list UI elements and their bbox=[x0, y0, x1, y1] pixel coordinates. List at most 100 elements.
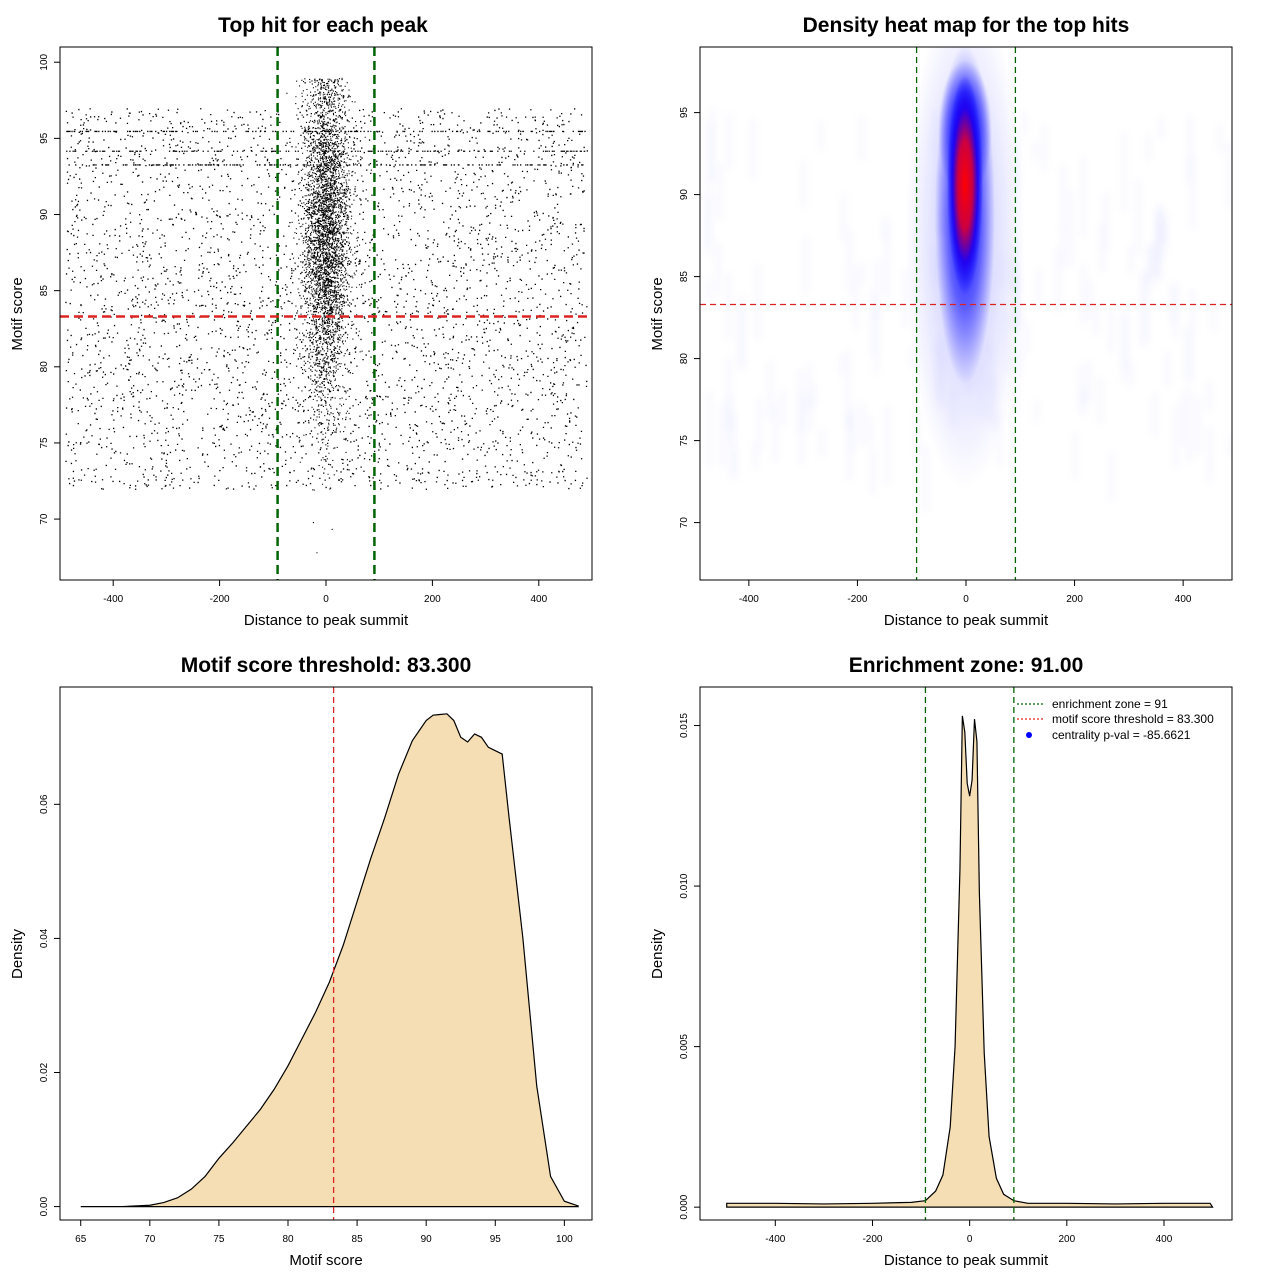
heatmap-x-label: Distance to peak summit bbox=[884, 612, 1049, 629]
heatmap-texture-stroke bbox=[1080, 364, 1083, 410]
x-tick-label: 70 bbox=[144, 1234, 156, 1245]
heatmap-texture-stroke bbox=[768, 360, 772, 420]
heatmap-texture-stroke bbox=[1218, 124, 1222, 154]
score-density-x-ticks: 65 70 75 80 85 90 95 100 bbox=[75, 1220, 573, 1245]
y-tick-label: 85 bbox=[39, 285, 50, 297]
heatmap-texture-stroke bbox=[859, 116, 863, 162]
x-tick-label: 0 bbox=[967, 1234, 973, 1245]
enrichment-plot-frame bbox=[699, 686, 1233, 1221]
score-density-title: Motif score threshold: 83.300 bbox=[181, 654, 472, 677]
enrichment-y-ticks: 0.000 0.005 0.010 0.015 bbox=[679, 713, 700, 1220]
panel-scatter: Top hit for each peak -400 -200 0 200 400 70… bbox=[9, 14, 593, 629]
heatmap-texture-stroke bbox=[1165, 352, 1169, 387]
heatmap-texture-stroke bbox=[1186, 326, 1189, 379]
heatmap-texture-stroke bbox=[1025, 321, 1029, 355]
heatmap-texture-stroke bbox=[803, 236, 807, 294]
heatmap-texture-stroke bbox=[841, 194, 845, 242]
panel-heatmap: Density heat map for the top hits -400 -2… bbox=[649, 14, 1233, 629]
heatmap-texture-stroke bbox=[1190, 289, 1194, 333]
x-tick-label: 0 bbox=[963, 594, 969, 605]
heatmap-texture-stroke bbox=[1174, 405, 1178, 468]
heatmap-texture-stroke bbox=[1099, 377, 1102, 425]
heatmap-texture-stroke bbox=[850, 405, 853, 454]
heatmap-texture-stroke bbox=[1056, 248, 1060, 314]
heatmap-texture-stroke bbox=[885, 222, 889, 298]
y-tick-label: 0.04 bbox=[39, 928, 50, 948]
scatter-plot-frame bbox=[59, 46, 593, 581]
legend-enrichment-label: enrichment zone = 91 bbox=[1052, 697, 1168, 711]
y-tick-label: 75 bbox=[679, 435, 690, 447]
heatmap-texture-stroke bbox=[1081, 263, 1085, 326]
heatmap-texture-stroke bbox=[1129, 362, 1132, 387]
heatmap-texture-stroke bbox=[1061, 165, 1065, 232]
heatmap-texture-stroke bbox=[1023, 112, 1027, 135]
y-tick-label: 90 bbox=[39, 209, 50, 221]
heatmap-texture-stroke bbox=[904, 269, 908, 329]
heatmap-texture-stroke bbox=[1033, 140, 1037, 161]
heatmap-texture-stroke bbox=[799, 369, 802, 433]
heatmap-texture-stroke bbox=[1042, 124, 1046, 171]
heatmap-texture-stroke bbox=[781, 389, 785, 427]
heatmap-texture-stroke bbox=[1073, 433, 1077, 480]
heatmap-texture-stroke bbox=[716, 241, 720, 296]
enrichment-title: Enrichment zone: 91.00 bbox=[849, 654, 1084, 677]
heatmap-texture-stroke bbox=[1081, 156, 1085, 237]
heatmap-texture-stroke bbox=[1190, 155, 1194, 231]
heatmap-texture-stroke bbox=[1129, 245, 1133, 274]
heatmap-texture-stroke bbox=[860, 262, 864, 284]
enrichment-x-label: Distance to peak summit bbox=[884, 1252, 1049, 1269]
x-tick-label: 0 bbox=[323, 594, 329, 605]
heatmap-texture-stroke bbox=[1174, 282, 1178, 340]
heatmap-texture-stroke bbox=[1187, 388, 1191, 463]
x-tick-label: -400 bbox=[103, 594, 123, 605]
heatmap-texture-stroke bbox=[1061, 226, 1065, 267]
heatmap-texture-stroke bbox=[1104, 192, 1108, 253]
y-tick-label: 70 bbox=[679, 517, 690, 529]
heatmap-texture-stroke bbox=[1122, 313, 1126, 382]
heatmap-texture-stroke bbox=[1136, 179, 1140, 255]
score-density-curve bbox=[80, 713, 579, 1208]
heatmap-texture-stroke bbox=[820, 429, 823, 458]
y-tick-label: 80 bbox=[39, 361, 50, 373]
heatmap-texture-stroke bbox=[706, 196, 710, 249]
y-tick-label: 0.02 bbox=[39, 1062, 50, 1082]
x-tick-label: -200 bbox=[862, 1234, 882, 1245]
heatmap-texture-stroke bbox=[758, 396, 762, 451]
heatmap-texture-stroke bbox=[1014, 353, 1018, 415]
y-tick-label: 0.005 bbox=[679, 1034, 690, 1059]
x-tick-label: 400 bbox=[1156, 1234, 1173, 1245]
heatmap-texture-stroke bbox=[1094, 305, 1098, 336]
heatmap-texture-stroke bbox=[1036, 269, 1040, 304]
heatmap-texture-stroke bbox=[1182, 393, 1186, 444]
heatmap-texture-stroke bbox=[1086, 360, 1090, 405]
heatmap-texture-stroke bbox=[720, 402, 724, 468]
y-tick-label: 100 bbox=[39, 53, 50, 70]
heatmap-texture-stroke bbox=[885, 405, 889, 486]
heatmap-texture-stroke bbox=[801, 160, 805, 208]
enrichment-density-curve bbox=[726, 715, 1214, 1208]
heatmap-texture-stroke bbox=[1149, 243, 1153, 289]
x-tick-label: 200 bbox=[1058, 1234, 1075, 1245]
y-tick-label: 95 bbox=[679, 107, 690, 119]
heatmap-x-ticks: -400 -200 0 200 400 bbox=[739, 580, 1192, 605]
x-tick-label: 80 bbox=[282, 1234, 294, 1245]
heatmap-texture-stroke bbox=[1122, 133, 1126, 212]
heatmap-texture-stroke bbox=[1153, 393, 1157, 437]
x-tick-label: 85 bbox=[352, 1234, 364, 1245]
heatmap-texture-stroke bbox=[854, 269, 858, 330]
scatter-y-ticks: 70 75 80 85 90 95 100 bbox=[39, 53, 60, 525]
score-density-y-label: Density bbox=[9, 928, 26, 979]
y-tick-label: 85 bbox=[679, 271, 690, 283]
heatmap-texture-stroke bbox=[1212, 298, 1216, 333]
score-density-plot-frame bbox=[59, 686, 593, 1221]
heatmap-texture-stroke bbox=[708, 121, 712, 180]
heatmap-texture-stroke bbox=[1227, 435, 1231, 458]
y-tick-label: 0.06 bbox=[39, 794, 50, 814]
heatmap-texture-stroke bbox=[860, 400, 864, 447]
enrichment-legend: enrichment zone = 91 motif score thresho… bbox=[1017, 697, 1214, 742]
x-tick-label: -400 bbox=[765, 1234, 785, 1245]
panel-score-density: Motif score threshold: 83.300 65 70 75 80 85… bbox=[9, 654, 593, 1269]
heatmap-texture-stroke bbox=[1156, 211, 1160, 283]
heatmap-texture-stroke bbox=[871, 291, 875, 356]
